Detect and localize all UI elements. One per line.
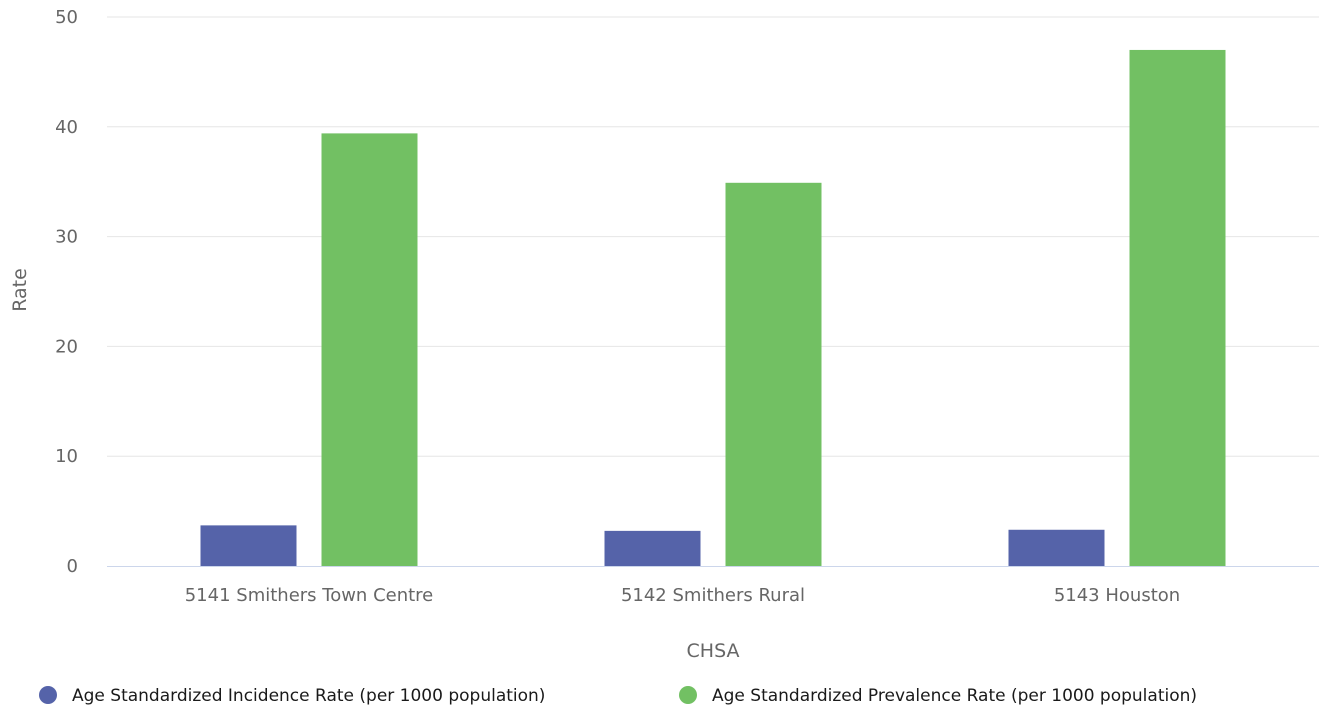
y-tick-label: 40 [55,117,78,138]
x-axis-ticks: 5141 Smithers Town Centre 5142 Smithers R… [185,585,1180,606]
y-tick-label: 0 [67,556,78,577]
bars [200,49,1226,566]
bar-series-0-category-0[interactable] [200,525,297,566]
y-tick-label: 20 [55,336,78,357]
y-axis-title: Rate [9,268,31,312]
x-axis-title: CHSA [687,640,740,662]
legend-item[interactable]: Age Standardized Incidence Rate (per 100… [39,686,545,706]
bar-series-0-category-2[interactable] [1008,529,1105,566]
y-tick-label: 30 [55,227,78,248]
bar-series-0-category-1[interactable] [604,530,701,566]
gridlines [107,16,1319,457]
x-tick-label: 5143 Houston [1054,585,1180,606]
legend-label: Age Standardized Incidence Rate (per 100… [72,686,545,706]
legend-item[interactable]: Age Standardized Prevalence Rate (per 10… [679,686,1197,706]
legend-label: Age Standardized Prevalence Rate (per 10… [712,686,1197,706]
legend: Age Standardized Incidence Rate (per 100… [39,686,1197,706]
x-tick-label: 5142 Smithers Rural [621,585,805,606]
y-tick-label: 10 [55,446,78,467]
y-axis-ticks: 0 10 20 30 40 50 [55,7,78,577]
legend-marker [679,686,697,704]
bar-series-1-category-0[interactable] [321,133,418,566]
y-tick-label: 50 [55,7,78,28]
bar-series-1-category-2[interactable] [1129,49,1226,566]
x-tick-label: 5141 Smithers Town Centre [185,585,434,606]
bar-series-1-category-1[interactable] [725,182,822,566]
legend-marker [39,686,57,704]
